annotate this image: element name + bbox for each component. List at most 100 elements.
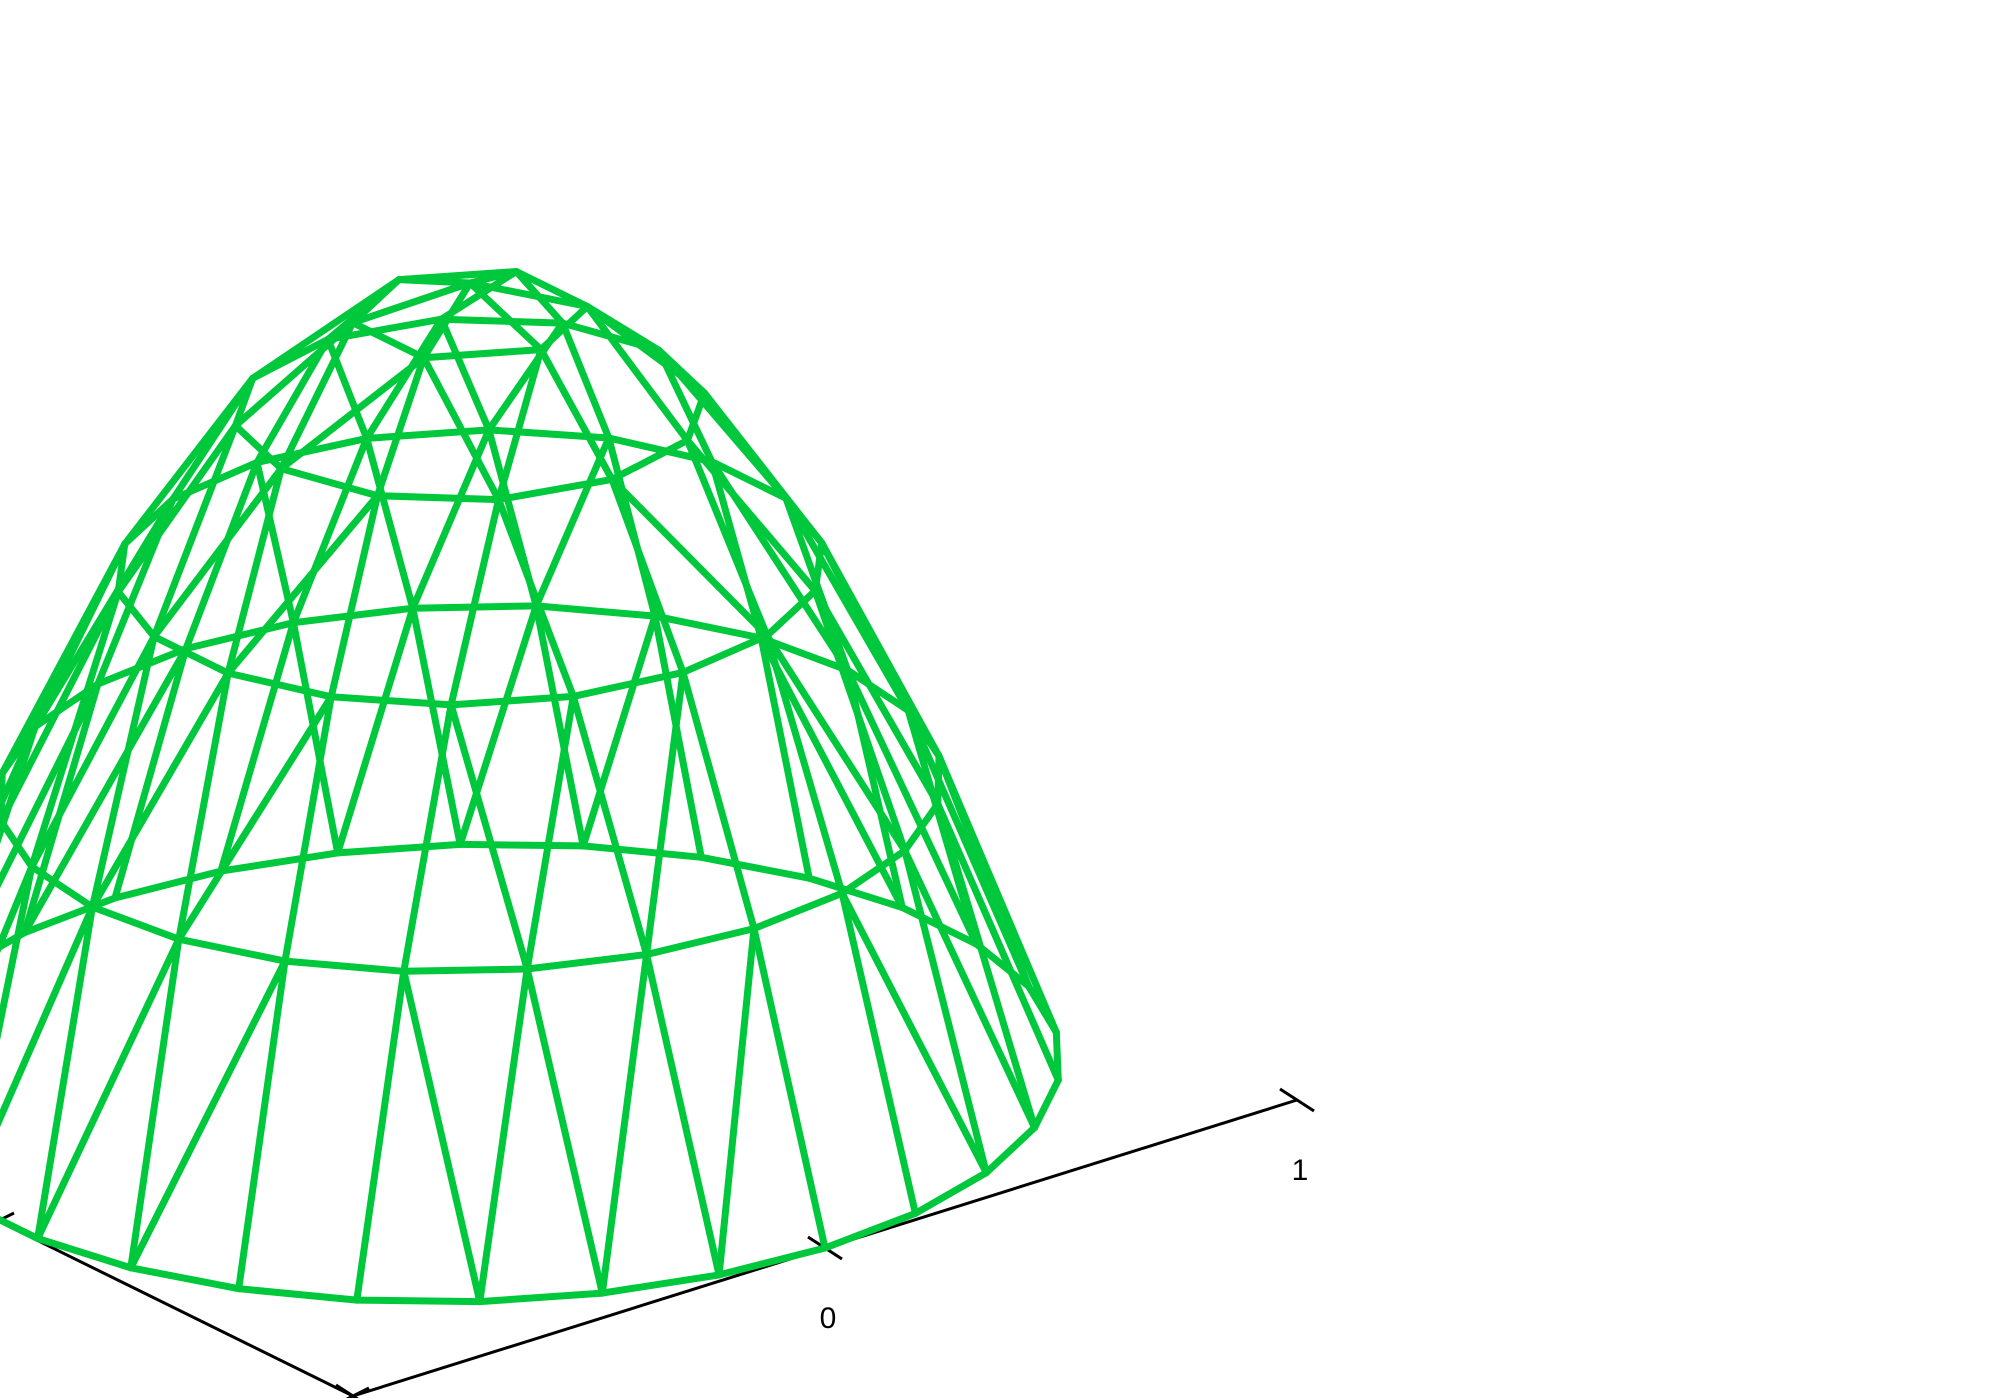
- tick-labels: -101-10100.51: [820, 1154, 1309, 1335]
- mesh-edge: [844, 666, 906, 911]
- mesh-edge: [708, 458, 765, 642]
- mesh-edge: [31, 680, 102, 731]
- mesh-edge: [88, 633, 158, 911]
- mesh-edge: [697, 853, 813, 882]
- mesh-edge: [608, 475, 771, 640]
- mesh-edge: [111, 645, 190, 902]
- mesh-edge: [400, 965, 531, 975]
- mesh-edge: [94, 495, 177, 688]
- mesh-edge: [0, 680, 102, 889]
- mesh-edge: [363, 426, 493, 442]
- mesh-edge: [559, 319, 663, 354]
- mesh-edge: [757, 634, 813, 882]
- x-tick-label: 1: [1292, 1154, 1309, 1187]
- mesh-edge: [437, 315, 493, 434]
- mesh-edge: [437, 315, 566, 327]
- mesh-edge: [281, 693, 335, 965]
- mesh-edge: [605, 434, 659, 620]
- x-tick-label: 0: [820, 1302, 837, 1335]
- mesh-edge: [253, 458, 297, 627]
- mesh-edge: [805, 874, 906, 911]
- mesh-edge: [0, 540, 129, 777]
- mesh-edge: [224, 669, 335, 701]
- mesh-edge: [349, 319, 428, 362]
- mesh-edge: [175, 669, 232, 943]
- mesh-edge: [523, 965, 606, 1297]
- mesh-edge: [374, 354, 428, 500]
- mesh-edge: [579, 612, 659, 850]
- mesh-edge: [934, 752, 943, 808]
- mesh-edge: [353, 967, 408, 1304]
- mesh-edge: [643, 925, 758, 958]
- mesh-edge: [327, 492, 381, 701]
- mesh-edge: [182, 458, 261, 653]
- mesh-edge: [605, 434, 716, 466]
- mesh-edge: [750, 889, 846, 933]
- mesh-edge: [821, 1209, 919, 1252]
- mesh-edge: [532, 602, 587, 850]
- mesh-edge: [476, 1289, 606, 1306]
- mesh-edge: [150, 465, 285, 641]
- mesh-edge: [583, 303, 663, 354]
- mesh-edge: [844, 666, 980, 948]
- mesh-edge: [447, 701, 531, 973]
- mesh-edge: [289, 604, 417, 627]
- mesh-edge: [217, 849, 342, 875]
- mesh-edge: [757, 634, 852, 674]
- mesh-edge: [150, 422, 239, 641]
- mesh-edge: [127, 1264, 243, 1293]
- mesh-edge: [21, 645, 190, 937]
- mesh-edge: [363, 315, 445, 442]
- mesh-edge: [182, 619, 297, 653]
- x-tick: [1279, 1087, 1315, 1113]
- mesh-edge: [763, 587, 819, 640]
- mesh-edge: [409, 602, 540, 612]
- mesh-edge: [532, 602, 659, 620]
- mesh-edge: [715, 925, 758, 1279]
- mesh-edge: [0, 863, 36, 954]
- mesh-edge: [217, 619, 297, 875]
- mesh-edge: [579, 842, 705, 861]
- mesh-edge: [0, 1216, 42, 1242]
- mesh-edge: [523, 951, 651, 973]
- mesh-edge: [838, 889, 990, 1177]
- mesh-edge: [94, 645, 190, 688]
- mesh-edge: [456, 602, 540, 848]
- mesh-edge: [363, 434, 417, 612]
- mesh-edge: [420, 346, 545, 362]
- y-axis-line: [0, 1220, 354, 1398]
- mesh-edge: [495, 346, 545, 504]
- mesh-edge: [400, 701, 455, 975]
- mesh-edge: [973, 940, 1033, 990]
- mesh-edge: [569, 692, 651, 958]
- mesh-edge: [88, 903, 183, 943]
- mesh-edge: [111, 867, 225, 902]
- mesh-edge: [420, 279, 474, 362]
- mesh-edge: [982, 1124, 1039, 1177]
- mesh-edge: [643, 668, 687, 958]
- mesh-edge: [127, 957, 289, 1272]
- mesh-edge: [683, 389, 708, 444]
- y-tick: [345, 1386, 370, 1398]
- mesh-edge: [904, 707, 980, 948]
- mesh-edge: [757, 634, 906, 911]
- mesh-edge: [485, 319, 566, 434]
- mesh-edge: [901, 847, 990, 1177]
- mesh-edge: [643, 951, 723, 1279]
- mesh-edge: [708, 458, 852, 674]
- mesh-edge: [651, 612, 705, 861]
- mesh-edge: [0, 817, 5, 834]
- mesh-edge: [782, 494, 912, 714]
- surface-mesh: [0, 268, 1062, 1306]
- mesh-edge: [904, 707, 1033, 990]
- mesh-edge: [175, 935, 289, 965]
- mesh-edge: [485, 426, 613, 442]
- mesh-edge: [281, 957, 408, 975]
- mesh-edge: [911, 1169, 990, 1217]
- mesh-edge: [715, 1244, 829, 1279]
- mesh-edge: [0, 723, 39, 815]
- mesh-edge: [114, 588, 158, 641]
- mesh-edge: [0, 723, 39, 845]
- mesh-edge: [353, 1296, 484, 1306]
- mesh-edge: [583, 303, 691, 444]
